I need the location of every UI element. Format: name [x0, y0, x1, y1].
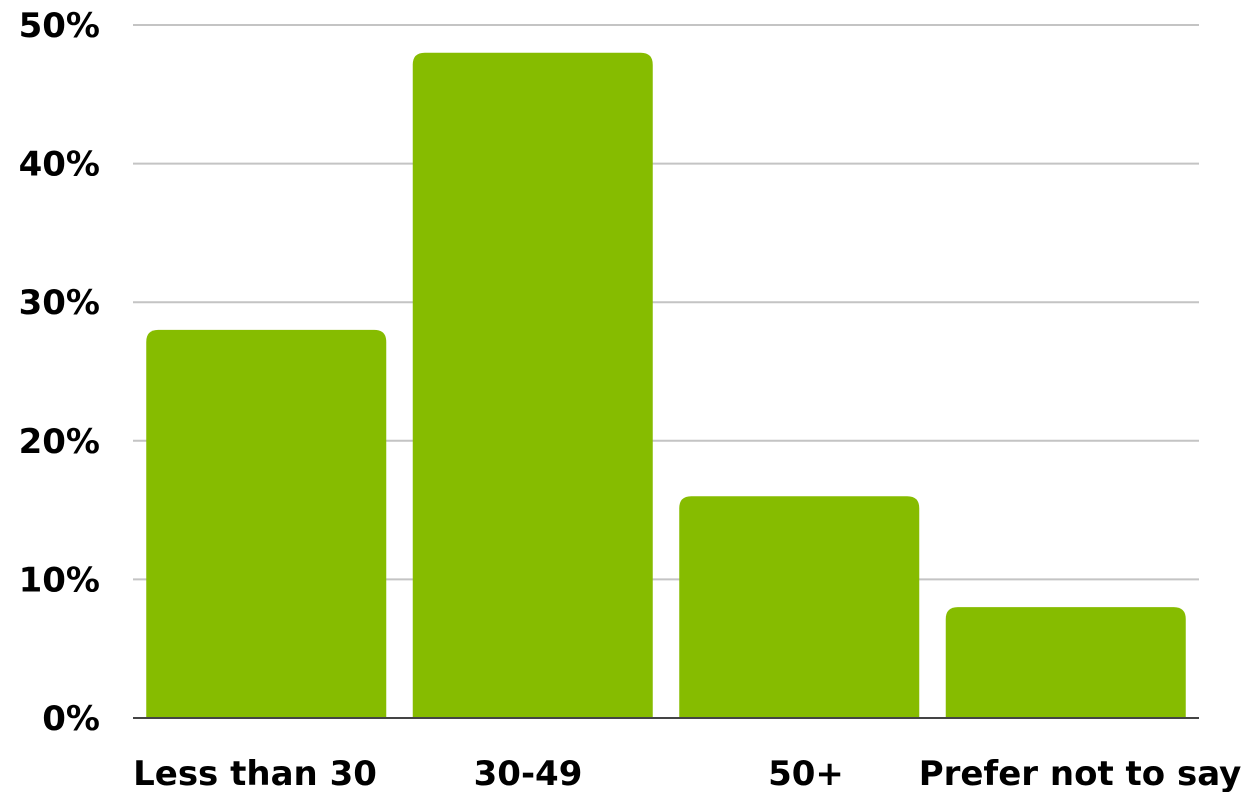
axes: 0% 10% 20% 30% 40% 50% Less than 30 30-49 50+ Pre…: [19, 6, 1242, 792]
y-tick-label: 40%: [19, 145, 100, 185]
bar-30-49: [412, 52, 653, 719]
bar-less-than-30: [146, 329, 387, 718]
bars: [146, 52, 1186, 719]
x-tick-label: 50+: [768, 754, 844, 792]
y-tick-label: 0%: [42, 699, 100, 739]
bar-prefer-not-to-say: [945, 607, 1186, 718]
x-tick-label: Prefer not to say: [919, 754, 1242, 792]
y-tick-label: 50%: [19, 6, 100, 46]
bar-50: [679, 496, 920, 718]
x-tick-label: Less than 30: [133, 754, 377, 792]
y-tick-label: 20%: [19, 422, 100, 462]
y-tick-label: 10%: [19, 560, 100, 600]
x-tick-label: 30-49: [474, 754, 583, 792]
y-tick-label: 30%: [19, 283, 100, 323]
